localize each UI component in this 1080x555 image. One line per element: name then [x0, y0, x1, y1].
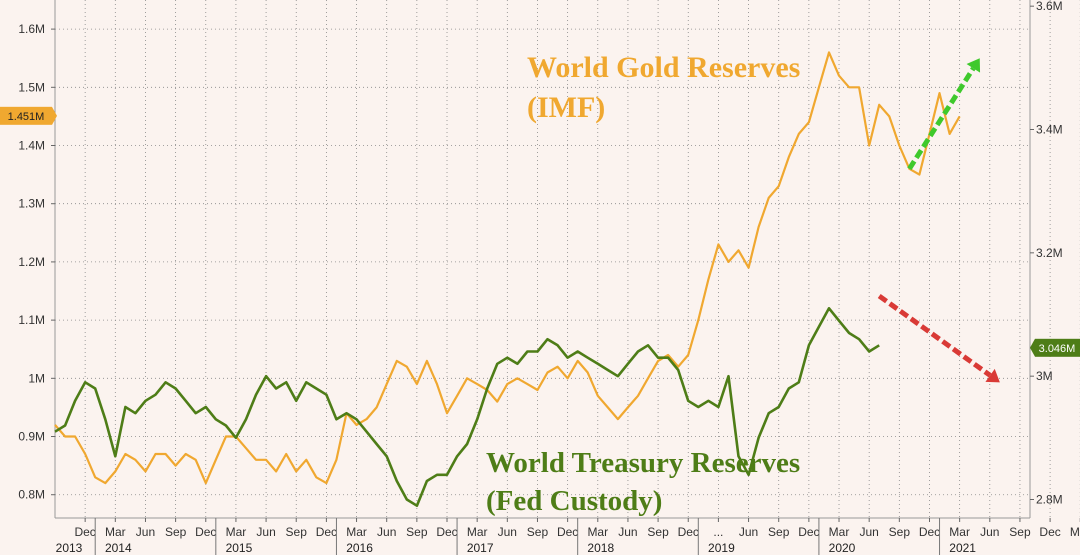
left-axis: 1.6M 1.5M 1.4M 1.3M 1.2M 1.1M 1M 0.9M 0.8M	[18, 22, 55, 502]
treasury-reserves-line	[54, 307, 880, 507]
left-tick-label: 1.2M	[18, 255, 45, 269]
left-tick-label: 1.3M	[18, 197, 45, 211]
x-tick-label: Dec	[316, 525, 337, 539]
series-lines	[54, 51, 961, 507]
x-tick-label: Jun	[498, 525, 517, 539]
up-arrow	[907, 66, 976, 171]
left-tick-label: 1.4M	[18, 139, 45, 153]
x-tick-label: Jun	[859, 525, 878, 539]
x-year-label: 2015	[226, 541, 253, 555]
right-value-tag	[1035, 338, 1080, 357]
gold-reserves-line	[54, 51, 961, 485]
x-tick-label: Jun	[980, 525, 999, 539]
x-tick-label: ...	[713, 525, 723, 539]
x-tick-label: Jun	[739, 525, 758, 539]
x-tick-label: Mar	[226, 525, 247, 539]
value-tags: 1.451M 3.046M	[0, 106, 1080, 357]
treasury-annotation-line2: (Fed Custody)	[486, 485, 662, 517]
x-tick-label: Sep	[647, 525, 669, 539]
x-tick-label: Mar	[346, 525, 367, 539]
x-tick-label: Mar	[1070, 525, 1080, 539]
trend-arrows	[877, 58, 1000, 383]
x-tick-label: Jun	[618, 525, 637, 539]
x-tick-label: Mar	[467, 525, 488, 539]
left-value-tag	[0, 106, 52, 125]
x-tick-label: Dec	[74, 525, 95, 539]
right-value-tag-pointer	[1030, 338, 1035, 357]
gold-annotation-line1: World Gold Reserves	[527, 51, 800, 84]
gold-annotation-line2: (IMF)	[527, 91, 605, 124]
gridlines	[55, 0, 1080, 518]
x-tick-label: Sep	[527, 525, 549, 539]
x-tick-label: Jun	[377, 525, 396, 539]
annotations: World Gold Reserves (IMF) World Treasury R…	[486, 51, 800, 517]
x-year-label: 2020	[829, 541, 856, 555]
x-tick-label: Jun	[256, 525, 275, 539]
x-tick-label: Sep	[768, 525, 790, 539]
x-tick-label: Mar	[949, 525, 970, 539]
x-tick-label: Sep	[406, 525, 428, 539]
left-value-tag-pointer	[52, 106, 57, 125]
x-tick-label: Sep	[165, 525, 187, 539]
right-value-tag-label: 3.046M	[1039, 343, 1076, 355]
x-tick-label: Sep	[286, 525, 308, 539]
x-tick-label: Sep	[889, 525, 911, 539]
x-tick-label: Jun	[136, 525, 155, 539]
right-tick-label: 3M	[1036, 369, 1053, 383]
left-tick-label: 0.8M	[18, 488, 45, 502]
treasury-annotation-line1: World Treasury Reserves	[486, 447, 800, 479]
right-tick-label: 3.2M	[1036, 246, 1063, 260]
x-tick-label: Sep	[1009, 525, 1031, 539]
x-year-label: 2013	[56, 541, 83, 555]
x-year-label: 2017	[467, 541, 494, 555]
left-value-tag-label: 1.451M	[8, 111, 45, 123]
x-axis: Dec Mar Jun Sep Dec Mar Jun Sep Dec Mar Jun Sep Dec M…	[56, 518, 1080, 555]
x-year-label: 2018	[587, 541, 614, 555]
right-tick-label: 3.4M	[1036, 123, 1063, 137]
down-arrow	[877, 293, 992, 378]
x-tick-label: Mar	[105, 525, 126, 539]
x-tick-label: Mar	[829, 525, 850, 539]
left-tick-label: 1.6M	[18, 22, 45, 36]
x-tick-label: Dec	[678, 525, 699, 539]
x-tick-label: Dec	[798, 525, 819, 539]
x-year-label: 2019	[708, 541, 735, 555]
x-tick-label: Dec	[436, 525, 457, 539]
x-year-label: 2014	[105, 541, 132, 555]
right-tick-label: 3.6M	[1036, 0, 1063, 13]
down-arrow-head	[985, 368, 1000, 383]
x-tick-label: Dec	[919, 525, 940, 539]
x-tick-label: Mar	[587, 525, 608, 539]
x-tick-label: Dec	[557, 525, 578, 539]
right-tick-label: 2.8M	[1036, 493, 1063, 507]
x-tick-label: Dec	[1039, 525, 1060, 539]
x-year-label: 2016	[346, 541, 373, 555]
x-tick-label: Dec	[195, 525, 216, 539]
x-year-label: 2021	[949, 541, 976, 555]
left-tick-label: 0.9M	[18, 430, 45, 444]
right-axis: 3.6M 3.4M 3.2M 3M 2.8M	[1030, 0, 1063, 507]
left-tick-label: 1M	[28, 371, 45, 385]
left-tick-label: 1.5M	[18, 80, 45, 94]
left-tick-label: 1.1M	[18, 313, 45, 327]
up-arrow-head	[966, 58, 981, 73]
